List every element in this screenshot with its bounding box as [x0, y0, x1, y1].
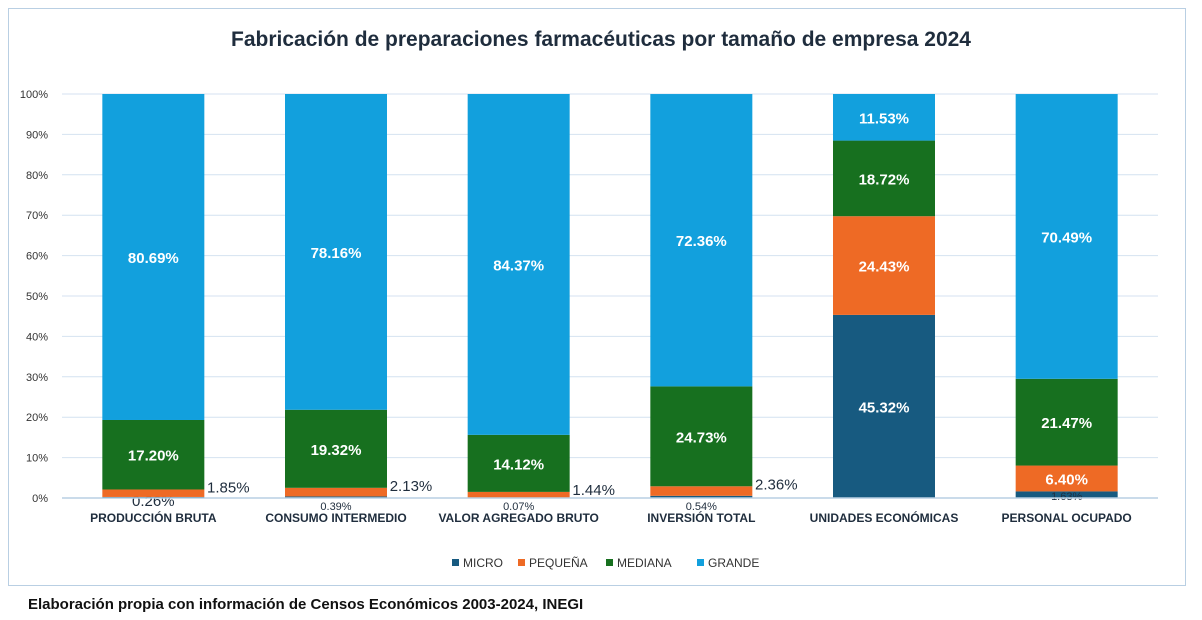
legend-swatch-mediana	[606, 559, 613, 566]
chart-title: Fabricación de preparaciones farmacéutic…	[231, 28, 971, 51]
legend-swatch-grande	[697, 559, 704, 566]
bar-segment-grande	[1015, 94, 1118, 379]
data-label: 84.37%	[493, 257, 544, 274]
bar-segment-grande	[650, 94, 753, 387]
data-label: 24.43%	[859, 259, 910, 276]
bar-segment-mediana	[650, 386, 753, 487]
bar-segment-mediana	[1015, 378, 1118, 466]
data-label: 1.63%	[1051, 491, 1082, 503]
bar-segment-micro	[1015, 491, 1118, 498]
data-label: 0.54%	[686, 501, 717, 513]
data-label: 6.40%	[1045, 471, 1088, 488]
y-tick-label: 30%	[26, 372, 48, 384]
x-tick-label: UNIDADES ECONÓMICAS	[810, 510, 959, 525]
data-label: 1.85%	[207, 479, 250, 496]
data-label: 45.32%	[859, 399, 910, 416]
data-label: 80.69%	[128, 250, 179, 267]
y-tick-label: 0%	[32, 493, 48, 505]
bar-segment-pequeña	[285, 487, 387, 497]
chart-frame	[8, 8, 1186, 586]
bar-segment-micro	[833, 314, 935, 498]
y-tick-label: 50%	[26, 291, 48, 303]
bar-segment-micro	[285, 496, 387, 498]
bar-segment-pequeña	[467, 491, 570, 498]
y-tick-label: 40%	[26, 331, 48, 343]
bar-segment-mediana	[833, 140, 935, 217]
legend-label: MEDIANA	[617, 556, 672, 570]
data-label: 17.20%	[128, 448, 179, 465]
bar-segment-pequeña	[1015, 465, 1118, 492]
bar-segment-mediana	[102, 419, 205, 490]
y-tick-label: 20%	[26, 412, 48, 424]
y-tick-label: 80%	[26, 170, 48, 182]
data-label: 21.47%	[1041, 415, 1092, 432]
bar-segment-pequeña	[833, 216, 935, 315]
legend-label: MICRO	[463, 556, 503, 570]
bar-segment-pequeña	[102, 489, 205, 497]
x-tick-label: PERSONAL OCUPADO	[1002, 511, 1132, 525]
data-label: 70.49%	[1041, 229, 1092, 246]
legend-swatch-micro	[452, 559, 459, 566]
x-tick-label: PRODUCCIÓN BRUTA	[90, 510, 217, 525]
data-label: 0.07%	[503, 501, 534, 513]
data-label: 0.39%	[320, 501, 351, 513]
bar-segment-mediana	[285, 409, 387, 488]
data-label: 1.44%	[572, 482, 615, 499]
y-tick-label: 70%	[26, 210, 48, 222]
legend-swatch-pequeña	[518, 559, 525, 566]
source-note: Elaboración propia con información de Ce…	[28, 596, 584, 613]
x-tick-label: VALOR AGREGADO BRUTO	[438, 511, 598, 525]
data-label: 78.16%	[311, 245, 362, 262]
data-label: 19.32%	[311, 442, 362, 459]
data-label: 18.72%	[859, 171, 910, 188]
data-label: 14.12%	[493, 456, 544, 473]
bar-segment-grande	[285, 94, 387, 410]
y-tick-label: 10%	[26, 453, 48, 465]
data-label: 72.36%	[676, 233, 727, 250]
y-tick-label: 60%	[26, 251, 48, 263]
data-label: 2.13%	[390, 478, 433, 495]
bar-segment-grande	[833, 94, 935, 141]
bar-segment-micro	[650, 495, 753, 498]
data-label: 11.53%	[859, 110, 909, 127]
legend-label: PEQUEÑA	[529, 556, 588, 570]
data-label: 24.73%	[676, 429, 727, 446]
data-label: 2.36%	[755, 476, 798, 493]
y-tick-label: 100%	[20, 89, 48, 101]
x-tick-label: INVERSIÓN TOTAL	[647, 510, 755, 525]
legend-label: GRANDE	[708, 556, 759, 570]
x-tick-label: CONSUMO INTERMEDIO	[265, 511, 406, 525]
bar-segment-grande	[467, 94, 570, 435]
bar-segment-grande	[102, 94, 205, 420]
bar-segment-mediana	[467, 434, 570, 492]
y-tick-label: 90%	[26, 129, 48, 141]
bar-segment-pequeña	[650, 486, 753, 496]
